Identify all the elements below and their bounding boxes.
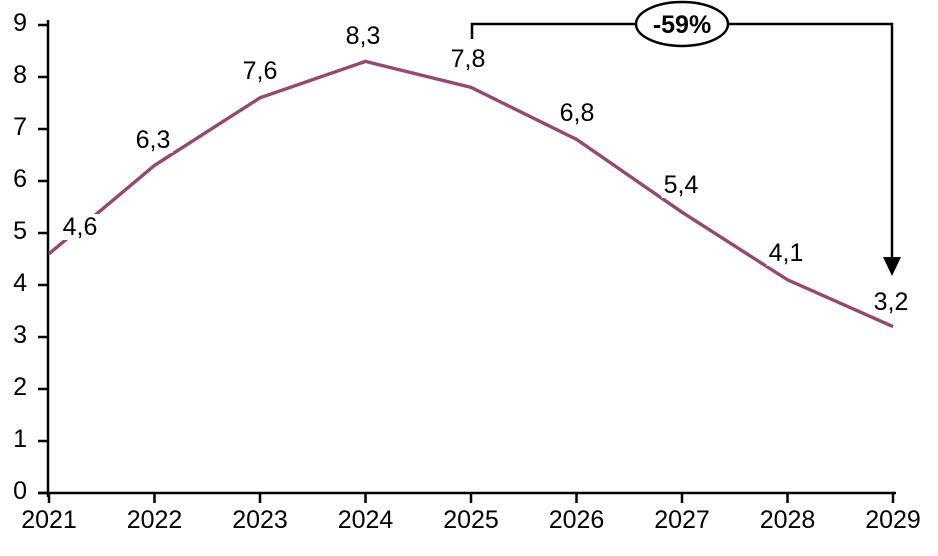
y-tick-label: 3 [13,321,27,349]
y-tick-label: 9 [13,9,27,37]
y-tick-label: 5 [13,217,27,245]
x-tick-label: 2024 [337,506,394,534]
y-tick-label: 8 [13,61,27,89]
data-label-2026: 6,8 [557,99,597,127]
annotation-bracket [470,22,894,259]
y-tick-label: 2 [13,373,27,401]
annotation-ellipse [634,0,730,48]
x-tick-label: 2027 [654,506,710,534]
data-label-2025: 7,8 [448,45,488,73]
data-label-2029: 3,2 [871,288,911,316]
y-tick-label: 4 [13,269,27,297]
x-tick-label: 2029 [865,506,921,534]
data-label-2027: 5,4 [661,171,701,199]
y-tick-label: 1 [13,425,27,453]
annotation-label: -59% [652,11,712,39]
y-tick-label: 7 [13,113,27,141]
y-axis-ticks [38,23,48,495]
x-tick-label: 2028 [759,506,816,534]
x-tick-label: 2026 [548,506,605,534]
data-label-2022: 6,3 [133,126,173,154]
data-label-2024: 8,3 [343,22,383,50]
x-tick-label: 2022 [126,506,183,534]
data-label-2023: 7,6 [240,57,280,85]
x-tick-label: 2025 [443,506,499,534]
y-tick-label: 6 [13,165,27,193]
data-label-2028: 4,1 [766,239,806,267]
series-line [47,59,894,329]
y-tick-label: 0 [13,477,27,505]
x-tick-label: 2021 [21,506,77,534]
x-axis-ticks [47,493,895,503]
x-tick-label: 2023 [232,506,288,534]
annotation-arrowhead-icon [883,257,901,276]
data-label-2021: 4,6 [60,213,100,241]
